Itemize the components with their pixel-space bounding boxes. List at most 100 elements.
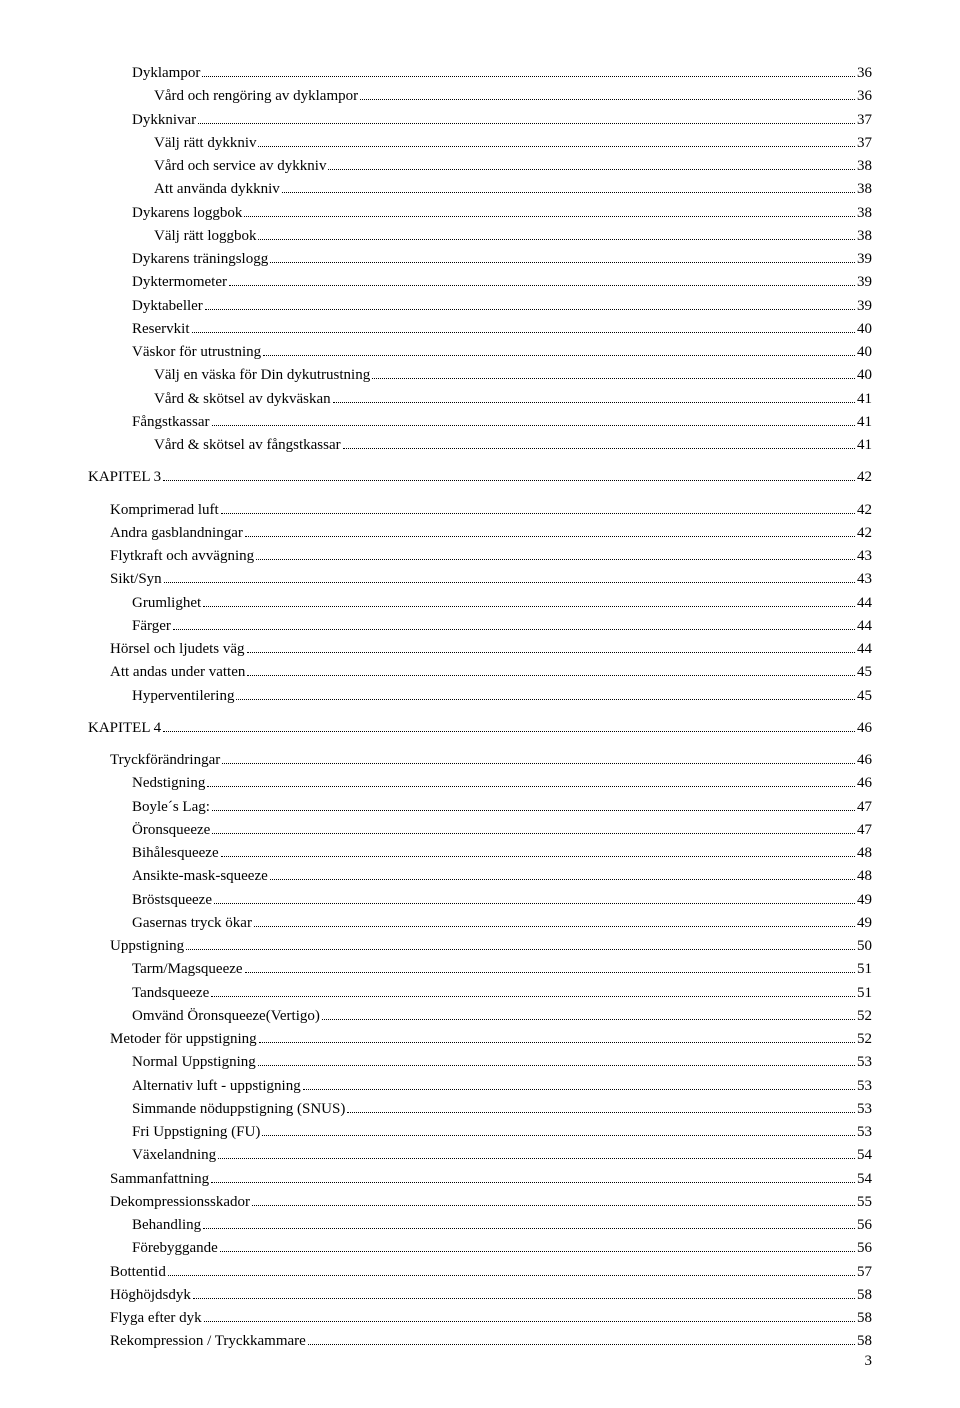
toc-entry[interactable]: Tryckförändringar46 bbox=[88, 749, 872, 772]
toc-leader-dots bbox=[360, 99, 855, 100]
toc-entry-label: Bottentid bbox=[110, 1261, 166, 1284]
toc-entry[interactable]: Alternativ luft - uppstigning53 bbox=[88, 1075, 872, 1098]
toc-leader-dots bbox=[258, 1065, 855, 1066]
toc-entry[interactable]: Behandling56 bbox=[88, 1214, 872, 1237]
toc-entry[interactable]: Välj en väska för Din dykutrustning40 bbox=[88, 364, 872, 387]
toc-entry[interactable]: Bottentid57 bbox=[88, 1261, 872, 1284]
toc-entry[interactable]: Växelandning54 bbox=[88, 1144, 872, 1167]
toc-entry[interactable]: Fångstkassar41 bbox=[88, 411, 872, 434]
toc-entry[interactable]: Vård & skötsel av fångstkassar41 bbox=[88, 434, 872, 457]
toc-entry[interactable]: Att använda dykkniv38 bbox=[88, 178, 872, 201]
toc-entry[interactable]: Välj rätt loggbok38 bbox=[88, 225, 872, 248]
toc-entry[interactable]: Höghöjdsdyk58 bbox=[88, 1284, 872, 1307]
toc-entry[interactable]: Normal Uppstigning53 bbox=[88, 1051, 872, 1074]
toc-entry-page: 37 bbox=[857, 109, 872, 132]
toc-leader-dots bbox=[202, 76, 855, 77]
toc-entry-label: Gasernas tryck ökar bbox=[132, 912, 252, 935]
toc-entry[interactable]: Nedstigning46 bbox=[88, 772, 872, 795]
toc-entry[interactable]: Öronsqueeze47 bbox=[88, 819, 872, 842]
toc-entry-page: 40 bbox=[857, 318, 872, 341]
toc-entry[interactable]: Gasernas tryck ökar 49 bbox=[88, 912, 872, 935]
toc-leader-dots bbox=[328, 169, 855, 170]
toc-entry[interactable]: Välj rätt dykkniv37 bbox=[88, 132, 872, 155]
toc-entry[interactable]: Väskor för utrustning40 bbox=[88, 341, 872, 364]
toc-entry[interactable]: Ansikte-mask-squeeze48 bbox=[88, 865, 872, 888]
toc-entry[interactable]: Uppstigning50 bbox=[88, 935, 872, 958]
toc-entry-page: 43 bbox=[857, 568, 872, 591]
toc-entry[interactable]: Bihålesqueeze48 bbox=[88, 842, 872, 865]
toc-entry[interactable]: Vård och rengöring av dyklampor36 bbox=[88, 85, 872, 108]
toc-entry[interactable]: Dekompressionsskador 55 bbox=[88, 1191, 872, 1214]
toc-entry[interactable]: Dykarens träningslogg39 bbox=[88, 248, 872, 271]
toc-entry-label: Att använda dykkniv bbox=[154, 178, 280, 201]
toc-entry[interactable]: Dykarens loggbok38 bbox=[88, 202, 872, 225]
toc-entry[interactable]: Sikt/Syn 43 bbox=[88, 568, 872, 591]
toc-entry-label: Förebyggande bbox=[132, 1237, 218, 1260]
toc-entry[interactable]: Tandsqueeze51 bbox=[88, 982, 872, 1005]
toc-entry-label: KAPITEL 3 bbox=[88, 466, 161, 489]
toc-entry[interactable]: Simmande nöduppstigning (SNUS)53 bbox=[88, 1098, 872, 1121]
toc-entry[interactable]: Dyklampor36 bbox=[88, 62, 872, 85]
toc-entry[interactable]: Reservkit 40 bbox=[88, 318, 872, 341]
toc-entry-label: Flytkraft och avvägning bbox=[110, 545, 254, 568]
toc-entry[interactable]: Flytkraft och avvägning 43 bbox=[88, 545, 872, 568]
toc-entry-page: 55 bbox=[857, 1191, 872, 1214]
toc-entry-page: 45 bbox=[857, 661, 872, 684]
toc-entry-label: Färger bbox=[132, 615, 171, 638]
toc-leader-dots bbox=[262, 1135, 855, 1136]
toc-leader-dots bbox=[221, 513, 855, 514]
toc-leader-dots bbox=[198, 123, 855, 124]
toc-entry-label: Vård & skötsel av fångstkassar bbox=[154, 434, 341, 457]
toc-entry-label: Uppstigning bbox=[110, 935, 184, 958]
toc-entry[interactable]: Dyktabeller39 bbox=[88, 295, 872, 318]
toc-entry[interactable]: Färger44 bbox=[88, 615, 872, 638]
toc-entry[interactable]: Vård och service av dykkniv38 bbox=[88, 155, 872, 178]
toc-entry-label: Fri Uppstigning (FU) bbox=[132, 1121, 260, 1144]
toc-entry-label: Vård och rengöring av dyklampor bbox=[154, 85, 358, 108]
toc-entry-label: Välj rätt loggbok bbox=[154, 225, 256, 248]
toc-entry[interactable]: Flyga efter dyk58 bbox=[88, 1307, 872, 1330]
toc-entry[interactable]: Boyle´s Lag:47 bbox=[88, 796, 872, 819]
toc-entry-label: Att andas under vatten bbox=[110, 661, 245, 684]
toc-leader-dots bbox=[229, 285, 855, 286]
toc-entry[interactable]: Andra gasblandningar42 bbox=[88, 522, 872, 545]
toc-entry[interactable]: Bröstsqueeze49 bbox=[88, 889, 872, 912]
toc-entry[interactable]: Dyktermometer39 bbox=[88, 271, 872, 294]
toc-entry[interactable]: KAPITEL 446 bbox=[88, 717, 872, 740]
toc-entry-label: Flyga efter dyk bbox=[110, 1307, 202, 1330]
toc-entry-page: 40 bbox=[857, 341, 872, 364]
toc-leader-dots bbox=[192, 332, 856, 333]
page-number: 3 bbox=[865, 1353, 873, 1370]
toc-entry-page: 42 bbox=[857, 522, 872, 545]
toc-entry[interactable]: KAPITEL 342 bbox=[88, 466, 872, 489]
toc-entry[interactable]: Fri Uppstigning (FU)53 bbox=[88, 1121, 872, 1144]
toc-entry[interactable]: Förebyggande56 bbox=[88, 1237, 872, 1260]
toc-entry[interactable]: Sammanfattning54 bbox=[88, 1168, 872, 1191]
toc-entry[interactable]: Metoder för uppstigning52 bbox=[88, 1028, 872, 1051]
toc-entry[interactable]: Rekompression / Tryckkammare58 bbox=[88, 1330, 872, 1353]
toc-leader-dots bbox=[205, 309, 855, 310]
toc-entry[interactable]: Grumlighet44 bbox=[88, 592, 872, 615]
toc-entry-page: 53 bbox=[857, 1098, 872, 1121]
toc-entry-label: Tryckförändringar bbox=[110, 749, 220, 772]
toc-entry[interactable]: Komprimerad luft42 bbox=[88, 499, 872, 522]
toc-entry-page: 54 bbox=[857, 1168, 872, 1191]
toc-entry[interactable]: Dykknivar37 bbox=[88, 109, 872, 132]
toc-entry-label: Dekompressionsskador bbox=[110, 1191, 250, 1214]
toc-leader-dots bbox=[211, 1182, 855, 1183]
toc-entry[interactable]: Att andas under vatten 45 bbox=[88, 661, 872, 684]
toc-entry-label: Ansikte-mask-squeeze bbox=[132, 865, 268, 888]
toc-entry[interactable]: Hörsel och ljudets väg44 bbox=[88, 638, 872, 661]
toc-entry-page: 49 bbox=[857, 912, 872, 935]
toc-leader-dots bbox=[258, 239, 855, 240]
toc-entry-label: Reservkit bbox=[132, 318, 190, 341]
toc-entry-page: 39 bbox=[857, 248, 872, 271]
toc-entry-label: Hörsel och ljudets väg bbox=[110, 638, 245, 661]
toc-entry[interactable]: Omvänd Öronsqueeze(Vertigo)52 bbox=[88, 1005, 872, 1028]
toc-entry[interactable]: Vård & skötsel av dykväskan41 bbox=[88, 388, 872, 411]
toc-entry-page: 43 bbox=[857, 545, 872, 568]
toc-entry-label: Grumlighet bbox=[132, 592, 201, 615]
toc-entry-label: Sikt/Syn bbox=[110, 568, 162, 591]
toc-entry[interactable]: Hyperventilering45 bbox=[88, 685, 872, 708]
toc-entry[interactable]: Tarm/Magsqueeze51 bbox=[88, 958, 872, 981]
